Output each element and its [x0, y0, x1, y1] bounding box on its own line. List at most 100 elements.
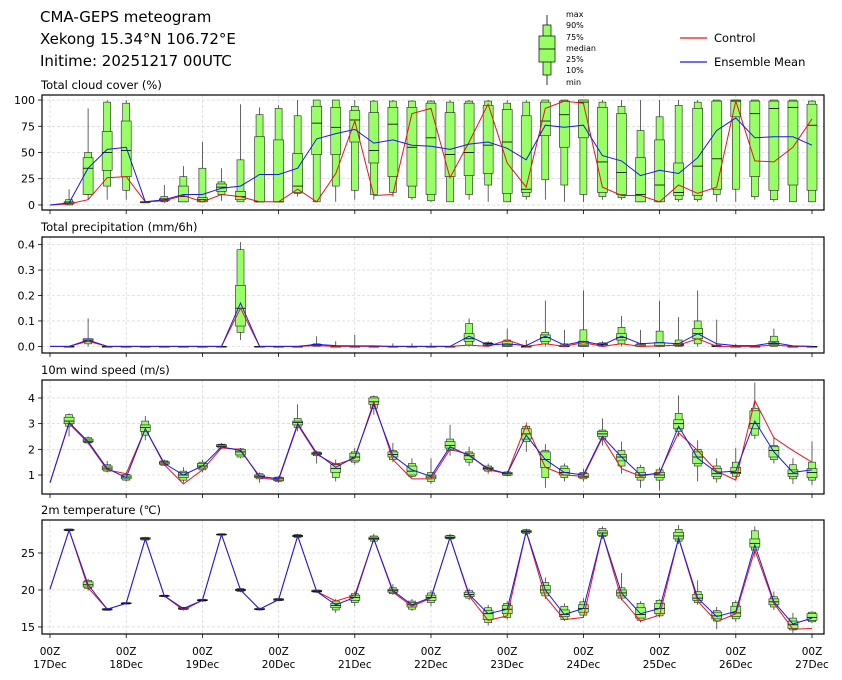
y-tick-label: 0.1 [18, 315, 36, 328]
box-step-20 [425, 100, 437, 202]
box-iqr [673, 419, 684, 430]
box-p10-p90 [198, 167, 207, 203]
box-step-39 [787, 99, 799, 203]
box-iqr [387, 107, 399, 177]
box-iqr [673, 162, 684, 196]
legend-max: max [566, 10, 584, 19]
control-line [49, 528, 813, 630]
box-iqr [406, 107, 418, 187]
axes-frame [41, 379, 825, 495]
box-iqr [768, 100, 780, 191]
box-step-22 [463, 100, 475, 200]
box-step-26 [539, 99, 551, 200]
y-tick-label: 20 [21, 584, 35, 597]
box-step-34 [692, 100, 703, 202]
box-iqr [254, 136, 265, 203]
box-step-15 [330, 99, 342, 202]
box-iqr [82, 157, 94, 195]
box-iqr [635, 157, 646, 203]
y-tick-label: 1 [28, 469, 35, 482]
box-iqr [539, 101, 551, 137]
panel-title-precip: Total precipitation (mm/6h) [41, 220, 198, 234]
x-tick-label-date: 18Dec [109, 659, 143, 671]
box-step-13 [292, 404, 303, 432]
box-step-19 [406, 100, 418, 200]
box-step-14 [311, 99, 323, 203]
box-step-25 [520, 422, 532, 452]
box-step-25 [520, 100, 532, 200]
box-step-22 [463, 318, 475, 347]
x-tick-label-date: 23Dec [490, 659, 524, 671]
x-tick-label-date: 20Dec [262, 659, 296, 671]
box-step-4 [120, 100, 132, 200]
box-iqr [349, 110, 361, 143]
box-iqr [101, 131, 113, 171]
y-tick-label: 0 [28, 199, 35, 212]
axes-frame [41, 519, 825, 635]
box-step-18 [387, 100, 399, 197]
box-step-29 [597, 418, 608, 446]
panel-3: 15 20 25 [21, 519, 825, 638]
axes-frame [41, 236, 825, 354]
box-iqr [178, 185, 189, 203]
box-iqr [463, 102, 475, 176]
x-tick-label-date: 19Dec [186, 659, 220, 671]
panel-2: 1 2 3 4 [28, 379, 825, 498]
x-tick-label-date: 26Dec [719, 659, 753, 671]
box-iqr [444, 112, 456, 177]
box-step-32 [654, 467, 665, 491]
box-iqr [425, 102, 437, 195]
box-step-26 [539, 444, 551, 488]
box-iqr [711, 100, 723, 190]
box-step-33 [673, 395, 684, 437]
box-p10-p90 [350, 106, 359, 191]
box-step-30 [616, 315, 627, 347]
box-iqr [787, 469, 799, 477]
box-iqr [235, 285, 246, 327]
box-step-33 [673, 524, 684, 545]
box-step-32 [654, 300, 665, 347]
panel-1: 0.0 0.1 0.2 0.3 0.4 [18, 236, 825, 357]
legend-min: min [566, 77, 582, 87]
box-step-40 [806, 100, 818, 203]
y-tick-label: 75 [21, 120, 35, 133]
box-step-13 [292, 100, 303, 197]
box-step-27 [559, 603, 570, 622]
axes-frame [41, 94, 825, 211]
box-iqr [120, 120, 132, 177]
legend-p10: 10% [566, 66, 584, 76]
x-tick-label-date: 24Dec [567, 659, 601, 671]
location-label: Xekong 15.34°N 106.72°E [40, 30, 236, 48]
box-p10-p90 [541, 99, 550, 181]
initime-label: Initime: 20251217 00UTC [40, 52, 232, 70]
x-tick-label-date: 27Dec [795, 659, 829, 671]
legend-median: median [566, 43, 596, 53]
ensemble-mean-line [49, 117, 813, 206]
box-step-26 [539, 300, 551, 347]
panel-0: 0 25 50 75 100 [14, 94, 825, 214]
x-tick-label-time: 00Z [268, 646, 289, 658]
box-iqr [806, 103, 818, 191]
box-step-16 [349, 100, 361, 200]
y-tick-label: 25 [21, 173, 35, 186]
box-step-38 [768, 99, 780, 202]
x-tick-label-time: 00Z [421, 646, 442, 658]
legend-p90: 90% [566, 21, 584, 31]
box-step-40 [806, 441, 818, 486]
box-iqr [692, 108, 703, 196]
box-iqr [463, 333, 475, 342]
y-tick-label: 4 [28, 392, 35, 405]
y-tick-label: 3 [28, 418, 35, 431]
control-line [49, 99, 813, 206]
box-step-21 [444, 100, 456, 203]
box-step-10 [235, 242, 246, 341]
box-p10-p90 [674, 104, 683, 201]
box-iqr [616, 333, 627, 341]
box-step-39 [787, 458, 799, 484]
x-tick-label-time: 00Z [802, 646, 823, 658]
box-step-11 [254, 107, 265, 203]
y-tick-label: 15 [21, 621, 35, 634]
legend-p75: 75% [566, 32, 584, 42]
